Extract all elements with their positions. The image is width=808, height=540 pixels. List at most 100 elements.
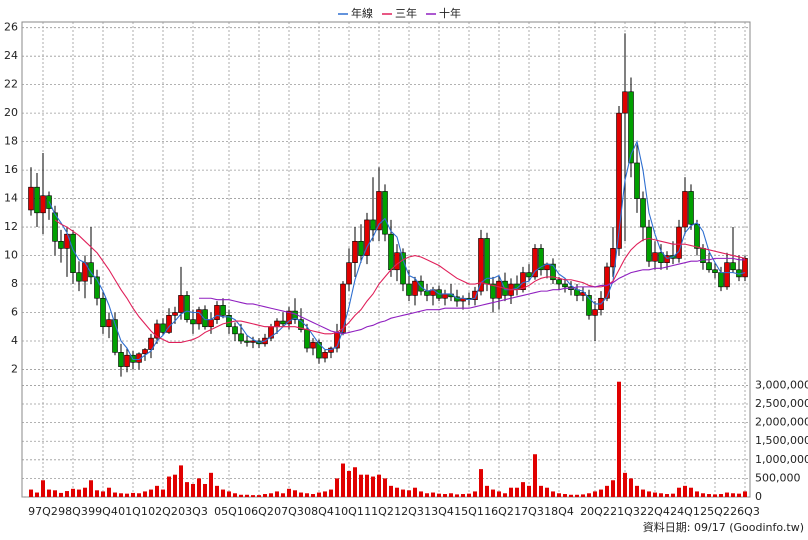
x-tick-label: 01Q1	[118, 505, 148, 518]
candle-body	[316, 342, 322, 359]
volume-bar	[263, 494, 267, 497]
volume-bar	[41, 480, 45, 497]
volume-bar	[167, 476, 171, 497]
volume-bar	[35, 492, 39, 497]
candle-body	[550, 263, 556, 281]
volume-bar	[65, 491, 69, 497]
ma-line	[199, 257, 745, 335]
candle-body	[364, 219, 370, 256]
volume-bar	[365, 474, 369, 497]
volume-bar	[413, 487, 417, 497]
volume-bar	[209, 472, 213, 497]
candle-body	[712, 269, 718, 273]
candle-body	[52, 212, 58, 242]
x-tick-label: 17Q3	[514, 505, 544, 518]
volume-bar	[197, 478, 201, 497]
candle-body	[352, 240, 358, 263]
legend-label: 十年	[439, 6, 461, 20]
volume-tick-label: 2,000,000	[755, 416, 808, 429]
candle-body	[112, 319, 118, 353]
x-tick-label: 25Q2	[700, 505, 730, 518]
candle-body	[124, 354, 130, 367]
x-tick-label: 24Q1	[670, 505, 700, 518]
volume-bar	[599, 489, 603, 497]
candle-body	[88, 262, 94, 278]
volume-bar	[647, 491, 651, 497]
volume-bar	[239, 494, 243, 497]
volume-bar	[629, 478, 633, 497]
volume-bar	[551, 491, 555, 497]
x-tick-label: 98Q3	[58, 505, 88, 518]
volume-bar	[389, 485, 393, 497]
candle-body	[682, 191, 688, 228]
source-note: 資料日期: 09/17 (Goodinfo.tw)	[643, 520, 804, 534]
volume-bar	[305, 493, 309, 497]
candle-body	[652, 252, 658, 262]
volume-bar	[125, 493, 129, 497]
volume-bar	[611, 480, 615, 497]
volume-bar	[137, 493, 141, 497]
y-tick-label: 12	[4, 220, 18, 233]
x-tick-label: 16Q2	[484, 505, 514, 518]
candle-body	[304, 329, 310, 349]
y-tick-label: 2	[11, 362, 18, 375]
volume-bar	[491, 489, 495, 497]
candle-body	[226, 315, 232, 328]
volume-bar	[455, 494, 459, 497]
volume-bar	[635, 485, 639, 497]
x-tick-label: 26Q3	[730, 505, 760, 518]
volume-bar	[59, 492, 63, 497]
candle-body	[592, 309, 598, 316]
volume-bar	[419, 491, 423, 497]
volume-bar	[665, 494, 669, 497]
volume-bar	[191, 483, 195, 497]
volume-bar	[107, 487, 111, 497]
ma-line	[48, 139, 746, 361]
candle-body	[412, 280, 418, 296]
candle-body	[646, 226, 652, 262]
volume-bar	[281, 493, 285, 497]
volume-bar	[713, 494, 717, 497]
volume-bar	[395, 487, 399, 497]
candle-body	[382, 191, 388, 235]
volume-bar	[353, 467, 357, 497]
candle-body	[286, 310, 292, 325]
candle-body	[358, 240, 364, 256]
y-tick-label: 16	[4, 163, 18, 176]
candle-body	[370, 219, 376, 231]
volume-bar	[737, 493, 741, 497]
volume-bar	[149, 489, 153, 497]
volume-bar	[371, 476, 375, 497]
x-tick-label: 18Q4	[544, 505, 574, 518]
candle-body	[244, 340, 250, 343]
volume-tick-label: 2,500,000	[755, 397, 808, 410]
volume-bar	[71, 488, 75, 497]
candle-body	[394, 252, 400, 271]
x-tick-label: 05Q1	[214, 505, 244, 518]
y-tick-label: 26	[4, 21, 18, 34]
y-tick-label: 8	[11, 277, 18, 290]
volume-bar	[461, 494, 465, 497]
volume-bar	[245, 494, 249, 497]
candle-body	[208, 319, 214, 328]
x-tick-label: 11Q2	[364, 505, 394, 518]
volume-bar	[407, 490, 411, 497]
candle-body	[178, 295, 184, 313]
candle-body	[346, 262, 352, 285]
candle-body	[622, 91, 628, 114]
x-tick-label: 12Q3	[394, 505, 424, 518]
volume-bar	[95, 490, 99, 497]
volume-bar	[671, 493, 675, 497]
volume-bar	[659, 493, 663, 497]
volume-bar	[521, 482, 525, 497]
candle-body	[676, 226, 682, 259]
volume-bar	[515, 487, 519, 497]
volume-bar	[143, 491, 147, 497]
candle-body	[496, 280, 502, 299]
candle-body	[628, 91, 634, 164]
volume-bar	[341, 463, 345, 497]
candle-body	[616, 112, 622, 249]
candle-body	[424, 290, 430, 296]
volume-bar	[467, 493, 471, 497]
candle-body	[532, 248, 538, 278]
